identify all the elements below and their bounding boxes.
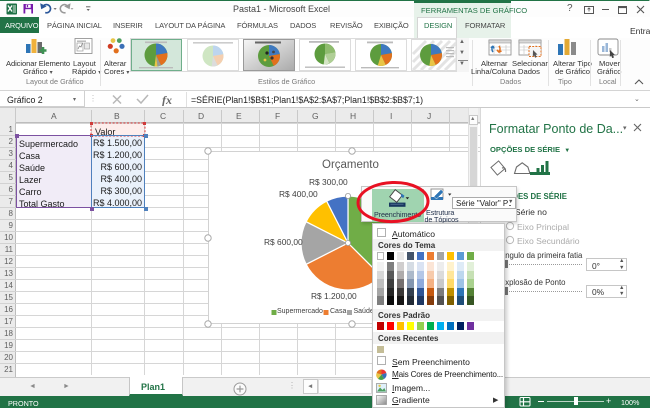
svg-text:fx: fx — [162, 94, 172, 106]
